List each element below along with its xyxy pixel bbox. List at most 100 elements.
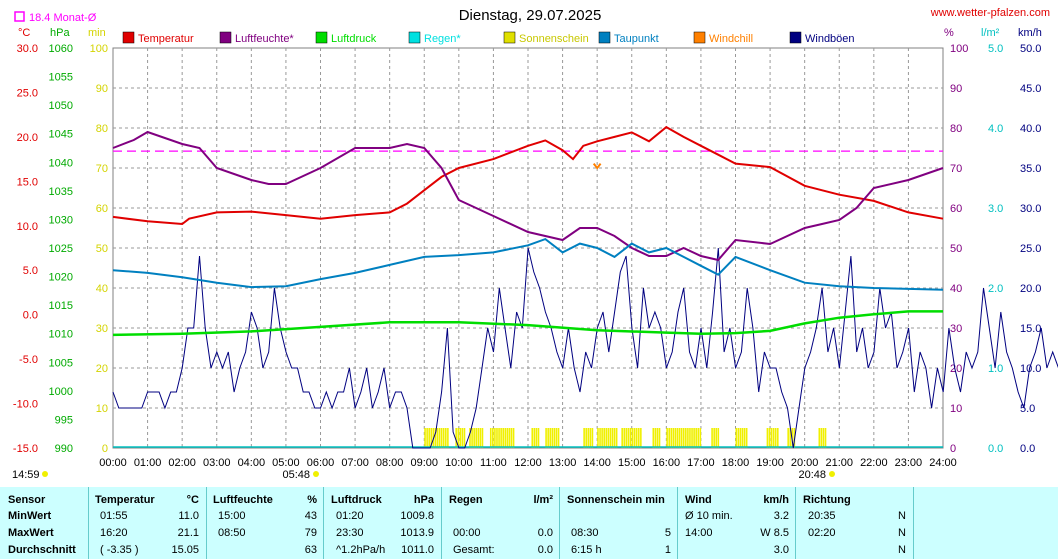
sunshine-bar	[658, 428, 661, 448]
sunshine-bar	[627, 428, 630, 448]
sunshine-bar	[770, 428, 773, 448]
wind-time: 14:00	[685, 527, 713, 539]
sunshine-bar	[589, 428, 592, 448]
sunshine-bar	[512, 428, 515, 448]
sunshine-bar	[430, 428, 433, 448]
monthly-avg-label: 18.4 Monat-Ø	[29, 12, 97, 24]
temp-value: 21.1	[177, 527, 199, 539]
chart-grid	[112, 47, 944, 449]
sun-value: 5	[664, 527, 671, 539]
x-tick-label: 05:00	[272, 457, 300, 469]
sunshine-bar	[652, 428, 655, 448]
tick-label-temp: -10.0	[13, 399, 38, 411]
sunrise-time: 05:48	[282, 469, 310, 481]
tick-label-temp: -5.0	[19, 354, 38, 366]
sunshine-bar	[434, 428, 437, 448]
tick-label-press: 1010	[49, 329, 73, 341]
sunshine-bar	[699, 428, 702, 448]
temp-value: 11.0	[178, 510, 199, 522]
tick-label-wind: 10.0	[1020, 363, 1041, 375]
legend-label: Luftfeuchte*	[235, 33, 294, 45]
sunshine-bar	[637, 428, 640, 448]
sunshine-bar	[685, 428, 687, 448]
x-tick-label: 09:00	[410, 457, 438, 469]
sunshine-bar	[496, 428, 498, 448]
tick-label-press: 1035	[49, 186, 73, 198]
legend-label: Sonnenschein	[519, 33, 589, 45]
chart-labels: °C hPa min% l/m² km/h Dienstag, 29.07.2025 www…	[12, 7, 1050, 481]
sunshine-bar	[741, 428, 744, 448]
sunshine-bar	[498, 428, 500, 448]
monthly-avg-icon	[14, 11, 25, 22]
sunshine-bar	[687, 428, 689, 448]
tick-label-temp: 10.0	[17, 221, 38, 233]
sunshine-bar	[473, 428, 475, 448]
legend-swatch	[315, 31, 328, 44]
sunshine-bar	[691, 428, 693, 448]
sunshine-bar	[743, 428, 746, 448]
sunshine-bar	[494, 428, 496, 448]
sunshine-bar	[537, 428, 540, 448]
sunshine-bar	[609, 428, 612, 448]
x-tick-label: 21:00	[825, 457, 853, 469]
tick-label-press: 1015	[49, 300, 73, 312]
sunshine-bar	[463, 428, 466, 448]
tick-label-press: 995	[55, 414, 73, 426]
sunshine-bar	[787, 428, 789, 448]
wind-value: 3.0	[773, 544, 789, 556]
tick-label-wind: 50.0	[1020, 43, 1041, 55]
sunshine-bar	[510, 428, 513, 448]
sunshine-bar	[549, 428, 552, 448]
sunshine-bar	[822, 428, 825, 448]
x-tick-label: 03:00	[203, 457, 231, 469]
sunshine-bar	[777, 428, 779, 448]
sunshine-bar	[455, 428, 457, 448]
sunset-time: 20:48	[798, 469, 826, 481]
unit-rain: l/m²	[981, 27, 1000, 39]
hdr-sensor: Sensor	[8, 494, 46, 506]
tick-label-temp: 0.0	[23, 310, 38, 322]
chart-axes: 30.0 25.0 20.0 15.0 10.0 5.0 0.0 -5.0 -10.0 -15.0…	[13, 43, 1042, 469]
sunshine-bar	[489, 428, 492, 448]
tick-label-temp: 20.0	[17, 132, 38, 144]
sun-time: 6:15 h	[571, 544, 602, 556]
sunshine-bar	[695, 428, 697, 448]
sunshine-bar	[789, 428, 792, 448]
x-tick-label: 18:00	[722, 457, 750, 469]
tick-label-wind: 30.0	[1020, 203, 1041, 215]
sunshine-bar	[436, 428, 439, 448]
sunshine-bar	[461, 428, 464, 448]
sunshine-bar	[440, 428, 443, 448]
tick-label-press: 1005	[49, 357, 73, 369]
hdr-temp-unit: °C	[186, 494, 199, 506]
tick-label-temp: 30.0	[17, 43, 38, 55]
chart-legend: Temperatur Luftfeuchte* Luftdruck Regen* Son…	[122, 31, 855, 45]
hdr-richtung: Richtung	[803, 494, 851, 506]
sunshine-bar	[672, 428, 675, 448]
sunshine-bar	[621, 428, 623, 448]
tick-label-pct: 100	[950, 43, 968, 55]
press-time: 01:20	[336, 510, 364, 522]
sunshine-bar	[711, 428, 713, 448]
sunshine-bar	[603, 428, 605, 448]
dir-value: N	[898, 544, 906, 556]
current-time-icon	[42, 471, 48, 477]
legend-label: Luftdruck	[331, 33, 377, 45]
unit-press: hPa	[50, 27, 70, 39]
x-tick-label: 00:00	[99, 457, 127, 469]
wind-time: Ø 10 min.	[685, 510, 733, 522]
sunshine-bar	[635, 428, 638, 448]
x-tick-label: 14:00	[583, 457, 611, 469]
sunshine-bar	[426, 428, 428, 448]
tick-label-temp: 25.0	[17, 87, 38, 99]
sunshine-bar	[668, 428, 671, 448]
sunshine-bar	[445, 428, 447, 448]
dir-value: N	[898, 510, 906, 522]
press-time: ^1.2hPa/h	[336, 544, 386, 556]
hum-value: 79	[304, 527, 317, 539]
sunshine-bar	[625, 428, 628, 448]
tick-label-min: 50	[96, 243, 108, 255]
sunshine-bar	[739, 428, 742, 448]
sunshine-bar	[715, 428, 718, 448]
x-tick-label: 16:00	[653, 457, 681, 469]
